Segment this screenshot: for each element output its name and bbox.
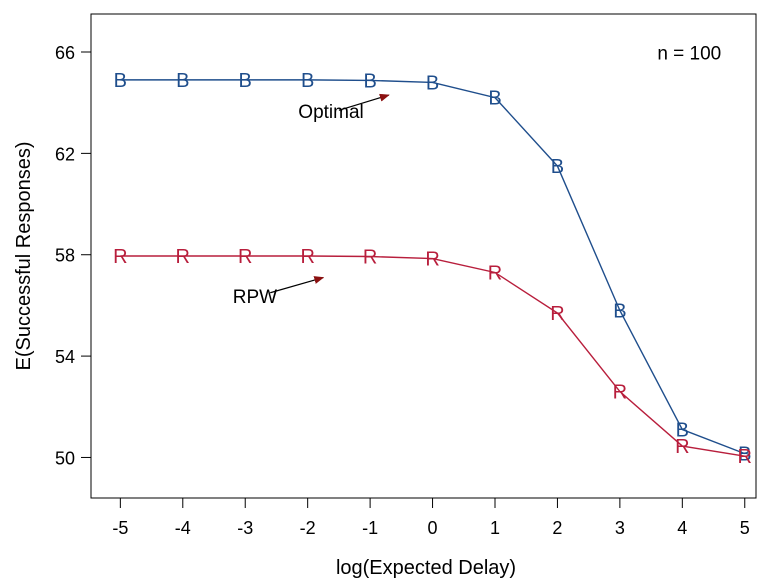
x-tick-label: -2: [300, 518, 316, 538]
annotation-arrow: [270, 276, 325, 294]
x-tick-label: 4: [677, 518, 687, 538]
data-point-R: R: [488, 262, 502, 284]
y-tick-label: 62: [55, 144, 75, 164]
data-point-R: R: [675, 436, 689, 458]
x-axis: -5 -4 -3 -2 -1 0 1 2 3 4 5: [112, 498, 750, 538]
y-tick-label: 66: [55, 43, 75, 63]
annotation-label: Optimal: [298, 102, 363, 123]
data-point-B: B: [114, 70, 127, 92]
y-tick-label: 50: [55, 448, 75, 468]
x-axis-title: log(Expected Delay): [336, 557, 516, 579]
data-point-B: B: [301, 70, 314, 92]
data-point-B: B: [488, 88, 501, 110]
annotation-layer: n = 100 Optimal RPW: [233, 44, 722, 308]
x-tick-label: 0: [428, 518, 438, 538]
data-point-B: B: [613, 300, 626, 322]
data-point-B: B: [426, 72, 439, 94]
x-tick-label: 3: [615, 518, 625, 538]
data-point-R: R: [238, 246, 252, 268]
data-point-B: B: [676, 420, 689, 442]
x-tick-label: -4: [175, 518, 191, 538]
y-axis: 50 54 58 62 66: [55, 43, 91, 468]
data-point-R: R: [363, 247, 377, 269]
y-tick-label: 54: [55, 347, 75, 367]
data-point-B: B: [239, 70, 252, 92]
series-line-R: [120, 255, 745, 457]
x-tick-label: -3: [237, 518, 253, 538]
data-point-B: B: [176, 70, 189, 92]
data-point-R: R: [738, 446, 752, 468]
data-point-R: R: [550, 303, 564, 325]
y-tick-label: 58: [55, 246, 75, 266]
series-line-B: [120, 79, 746, 455]
data-point-B: B: [363, 70, 376, 92]
annotation-arrow: [338, 93, 390, 111]
data-point-R: R: [113, 246, 127, 268]
annotation-label: n = 100: [657, 44, 721, 65]
data-point-R: R: [300, 246, 314, 268]
x-tick-label: -1: [362, 518, 378, 538]
x-tick-label: 2: [552, 518, 562, 538]
data-point-R: R: [425, 249, 439, 271]
data-point-R: R: [613, 382, 627, 404]
data-point-R: R: [176, 246, 190, 268]
plot-frame: [90, 13, 757, 499]
data-point-B: B: [551, 156, 564, 178]
y-axis-title: E(Successful Responses): [13, 142, 35, 371]
x-tick-label: -5: [112, 518, 128, 538]
x-tick-label: 1: [490, 518, 500, 538]
annotation-label: RPW: [233, 287, 277, 308]
x-tick-label: 5: [740, 518, 750, 538]
data-point-B: B: [738, 444, 751, 466]
